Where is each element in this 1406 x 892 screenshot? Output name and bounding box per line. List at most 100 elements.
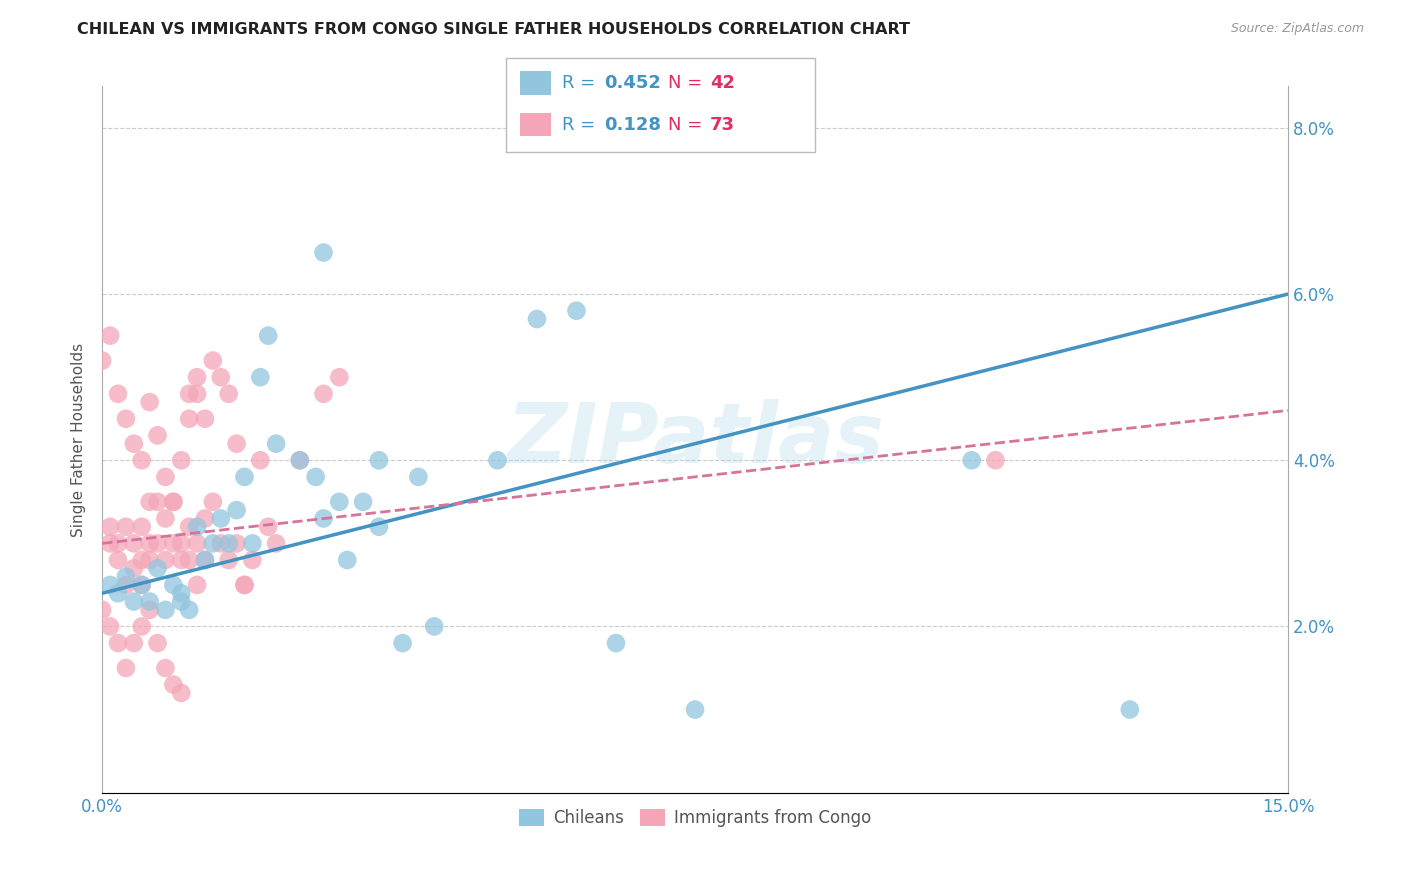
Point — [179, 520, 201, 534]
Point — [138, 536, 160, 550]
Point — [98, 328, 121, 343]
Point — [201, 536, 224, 550]
Point — [146, 428, 169, 442]
Point — [186, 386, 208, 401]
Point — [162, 495, 184, 509]
Point — [218, 536, 240, 550]
Point — [146, 495, 169, 509]
Point — [194, 411, 217, 425]
Text: R =: R = — [562, 74, 602, 92]
Point — [408, 470, 430, 484]
Point — [264, 436, 287, 450]
Point — [122, 436, 145, 450]
Point — [131, 578, 153, 592]
Point — [91, 603, 114, 617]
Point — [162, 678, 184, 692]
Point — [91, 353, 114, 368]
Point — [146, 536, 169, 550]
Point — [257, 328, 280, 343]
Point — [218, 386, 240, 401]
Point — [1119, 702, 1142, 716]
Point — [162, 495, 184, 509]
Point — [115, 520, 138, 534]
Y-axis label: Single Father Households: Single Father Households — [72, 343, 86, 537]
Point — [486, 453, 509, 467]
Point — [179, 603, 201, 617]
Point — [367, 453, 389, 467]
Point — [170, 594, 193, 608]
Point — [170, 536, 193, 550]
Point — [115, 569, 138, 583]
Point — [107, 386, 129, 401]
Point — [194, 511, 217, 525]
Point — [242, 553, 264, 567]
Point — [249, 453, 271, 467]
Point — [218, 553, 240, 567]
Text: N =: N = — [668, 74, 707, 92]
Point — [984, 453, 1007, 467]
Point — [312, 245, 335, 260]
Text: ZIPatlas: ZIPatlas — [506, 399, 884, 480]
Point — [242, 536, 264, 550]
Point — [391, 636, 413, 650]
Point — [179, 553, 201, 567]
Point — [288, 453, 311, 467]
Point — [170, 686, 193, 700]
Point — [683, 702, 706, 716]
Legend: Chileans, Immigrants from Congo: Chileans, Immigrants from Congo — [513, 802, 877, 834]
Point — [115, 661, 138, 675]
Point — [367, 520, 389, 534]
Point — [249, 370, 271, 384]
Point — [352, 495, 374, 509]
Point — [122, 561, 145, 575]
Point — [98, 578, 121, 592]
Point — [209, 536, 232, 550]
Point — [186, 370, 208, 384]
Point — [155, 470, 177, 484]
Point — [155, 511, 177, 525]
Point — [526, 312, 548, 326]
Point — [201, 353, 224, 368]
Point — [155, 603, 177, 617]
Point — [960, 453, 983, 467]
Point — [194, 553, 217, 567]
Point — [138, 553, 160, 567]
Point — [122, 536, 145, 550]
Point — [107, 536, 129, 550]
Point — [233, 578, 256, 592]
Text: R =: R = — [562, 116, 602, 134]
Point — [257, 520, 280, 534]
Point — [107, 636, 129, 650]
Point — [186, 536, 208, 550]
Point — [138, 603, 160, 617]
Point — [122, 636, 145, 650]
Point — [264, 536, 287, 550]
Point — [98, 536, 121, 550]
Point — [209, 511, 232, 525]
Point — [131, 553, 153, 567]
Point — [162, 536, 184, 550]
Point — [201, 495, 224, 509]
Point — [304, 470, 326, 484]
Point — [98, 520, 121, 534]
Point — [179, 411, 201, 425]
Point — [186, 578, 208, 592]
Point — [131, 520, 153, 534]
Point — [155, 661, 177, 675]
Point — [170, 453, 193, 467]
Point — [138, 395, 160, 409]
Point — [605, 636, 627, 650]
Text: CHILEAN VS IMMIGRANTS FROM CONGO SINGLE FATHER HOUSEHOLDS CORRELATION CHART: CHILEAN VS IMMIGRANTS FROM CONGO SINGLE … — [77, 22, 910, 37]
Point — [170, 553, 193, 567]
Point — [233, 578, 256, 592]
Point — [194, 553, 217, 567]
Point — [146, 561, 169, 575]
Point — [170, 586, 193, 600]
Point — [115, 411, 138, 425]
Text: Source: ZipAtlas.com: Source: ZipAtlas.com — [1230, 22, 1364, 36]
Point — [179, 386, 201, 401]
Point — [233, 470, 256, 484]
Point — [225, 436, 247, 450]
Point — [98, 619, 121, 633]
Point — [423, 619, 446, 633]
